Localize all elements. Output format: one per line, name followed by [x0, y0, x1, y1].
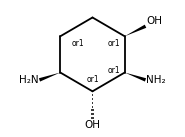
Text: or1: or1	[108, 39, 121, 48]
Text: OH: OH	[146, 15, 162, 25]
Text: OH: OH	[85, 119, 100, 129]
Polygon shape	[125, 72, 146, 82]
Text: or1: or1	[86, 75, 99, 84]
Polygon shape	[125, 25, 146, 36]
Text: or1: or1	[72, 39, 84, 48]
Text: H₂N: H₂N	[19, 75, 39, 85]
Text: NH₂: NH₂	[146, 75, 166, 85]
Polygon shape	[39, 72, 60, 82]
Text: or1: or1	[108, 66, 121, 75]
